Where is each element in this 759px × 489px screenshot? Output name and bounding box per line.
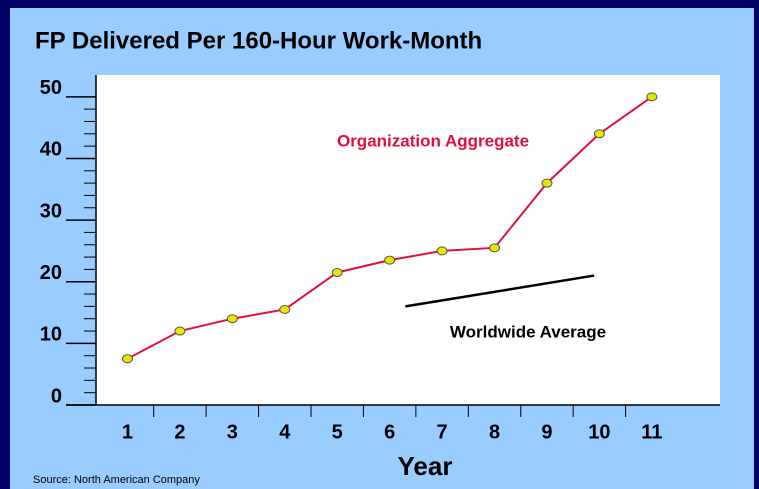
series-label: Organization Aggregate xyxy=(337,131,529,150)
x-tick-label: 7 xyxy=(437,421,448,443)
x-tick-label: 10 xyxy=(588,421,610,443)
y-tick-label: 40 xyxy=(40,139,62,161)
y-tick-label: 20 xyxy=(40,262,62,284)
x-tick-label: 6 xyxy=(384,421,395,443)
data-point xyxy=(331,267,343,277)
x-tick-label: 11 xyxy=(641,421,662,443)
data-point xyxy=(489,243,501,253)
x-tick-label: 4 xyxy=(279,421,291,443)
data-point xyxy=(174,326,186,336)
x-axis-label: Year xyxy=(398,451,453,481)
series-line xyxy=(405,274,595,308)
chart-title: FP Delivered Per 160-Hour Work-Month xyxy=(35,27,482,54)
x-tick-label: 8 xyxy=(489,421,500,443)
data-point xyxy=(541,178,553,188)
data-point xyxy=(279,304,291,314)
plot-area xyxy=(96,75,720,405)
data-point xyxy=(593,129,605,139)
x-tick-label: 3 xyxy=(227,421,238,443)
series-label: Worldwide Average xyxy=(450,322,606,341)
x-tick-label: 1 xyxy=(122,421,133,443)
y-tick-label: 0 xyxy=(51,385,62,407)
x-tick-label: 2 xyxy=(174,421,185,443)
y-tick-label: 50 xyxy=(40,77,62,99)
data-point xyxy=(226,314,238,324)
data-point xyxy=(121,354,133,364)
y-tick-label: 30 xyxy=(40,200,62,222)
y-tick-label: 10 xyxy=(40,324,62,346)
source-note: Source: North American Company xyxy=(33,474,200,486)
data-point xyxy=(436,246,448,256)
x-tick-label: 5 xyxy=(332,421,343,443)
data-point xyxy=(384,255,396,265)
data-point xyxy=(646,92,658,102)
x-tick-label: 9 xyxy=(541,421,552,443)
